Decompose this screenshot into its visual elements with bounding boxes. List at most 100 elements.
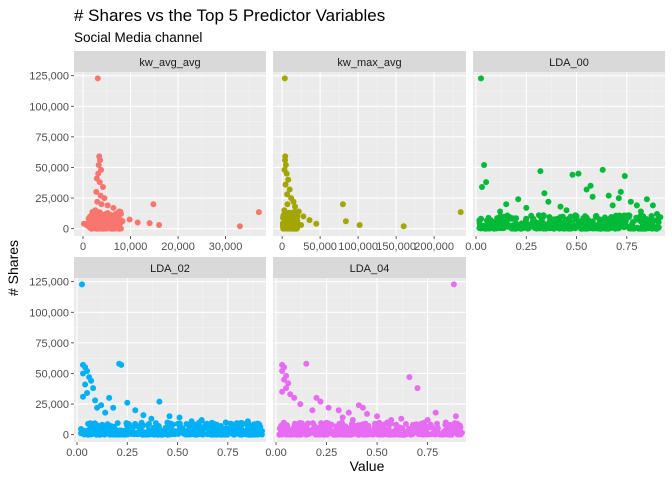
data-point — [575, 218, 582, 225]
data-point — [617, 188, 624, 195]
data-point — [640, 213, 647, 220]
data-point — [621, 224, 627, 231]
data-point — [442, 419, 449, 426]
data-point — [293, 431, 299, 438]
data-point — [626, 212, 633, 219]
y-tick-label: 25,000 — [35, 193, 69, 205]
data-point — [95, 162, 102, 168]
data-point — [167, 428, 174, 435]
facet-strip-label: LDA_04 — [350, 263, 390, 275]
x-tick-label: 0.00 — [265, 447, 286, 459]
data-point — [424, 417, 431, 423]
data-point — [615, 225, 622, 232]
data-point — [101, 195, 108, 202]
data-point — [515, 222, 522, 229]
data-point — [433, 426, 440, 433]
data-point — [436, 431, 443, 438]
data-point — [92, 397, 99, 404]
y-tick-label: 75,000 — [35, 338, 69, 350]
data-point — [204, 431, 211, 438]
data-point — [477, 216, 484, 223]
data-point — [325, 404, 332, 411]
data-point — [383, 431, 390, 438]
data-point — [146, 220, 153, 227]
data-point — [556, 219, 563, 226]
x-tick-label: 100,000 — [338, 241, 378, 253]
data-point — [349, 417, 356, 423]
data-point — [229, 422, 236, 429]
chart-title: # Shares vs the Top 5 Predictor Variable… — [74, 6, 386, 25]
data-point — [198, 417, 205, 423]
data-point — [282, 181, 289, 188]
data-point — [479, 184, 485, 190]
data-point — [182, 429, 189, 436]
data-point — [612, 212, 619, 219]
data-point — [126, 216, 133, 223]
data-point — [255, 209, 262, 216]
data-point — [345, 431, 351, 438]
data-point — [293, 220, 300, 227]
data-point — [281, 376, 288, 383]
data-point — [118, 361, 125, 368]
y-axis-title: # Shares — [5, 240, 21, 296]
data-point — [399, 425, 406, 432]
data-point — [154, 431, 161, 438]
y-tick-label: 25,000 — [35, 399, 69, 411]
data-point — [494, 222, 501, 228]
x-tick-label: 0.25 — [516, 241, 537, 253]
x-tick-label: 0.75 — [616, 241, 637, 253]
data-point — [84, 390, 91, 396]
data-point — [553, 224, 560, 231]
data-point — [359, 404, 366, 411]
x-tick-label: 150,000 — [376, 241, 416, 253]
facet-strip-label: LDA_02 — [150, 263, 190, 275]
data-point — [364, 410, 370, 417]
data-point — [432, 409, 439, 416]
data-point — [295, 208, 302, 215]
data-point — [627, 198, 634, 205]
data-point — [280, 419, 287, 426]
facet-strip — [273, 51, 466, 72]
data-point — [335, 407, 342, 414]
data-point — [137, 427, 144, 434]
facet-strip — [74, 51, 266, 72]
data-point — [599, 166, 606, 173]
data-point — [244, 418, 251, 425]
data-point — [81, 431, 88, 438]
data-point — [305, 420, 312, 427]
x-tick-label: 0.50 — [566, 241, 587, 253]
data-point — [567, 213, 574, 220]
data-point — [175, 430, 182, 437]
y-tick-label: 125,000 — [29, 71, 69, 83]
x-tick-label: 30,000 — [209, 241, 243, 253]
data-point — [114, 420, 121, 427]
data-point — [506, 222, 512, 229]
panel-background — [74, 72, 266, 236]
data-point — [80, 370, 86, 377]
data-point — [605, 192, 612, 199]
data-point — [281, 75, 288, 82]
data-point — [569, 171, 576, 178]
data-point — [398, 415, 405, 422]
data-point — [150, 201, 157, 208]
data-point — [303, 428, 310, 435]
facet-strip-label: LDA_00 — [549, 57, 589, 69]
data-point — [637, 208, 644, 215]
data-point — [88, 377, 95, 384]
data-point — [513, 215, 520, 222]
data-point — [572, 212, 579, 219]
y-tick-label: 50,000 — [35, 368, 69, 380]
data-point — [374, 413, 381, 420]
data-point — [311, 423, 318, 429]
data-point — [106, 394, 113, 401]
data-point — [537, 168, 544, 175]
x-tick-label: 50,000 — [303, 241, 337, 253]
data-point — [395, 429, 402, 436]
data-point — [90, 385, 97, 392]
data-point — [484, 220, 491, 227]
data-point — [98, 201, 105, 208]
data-point — [186, 424, 193, 431]
data-point — [522, 224, 529, 231]
